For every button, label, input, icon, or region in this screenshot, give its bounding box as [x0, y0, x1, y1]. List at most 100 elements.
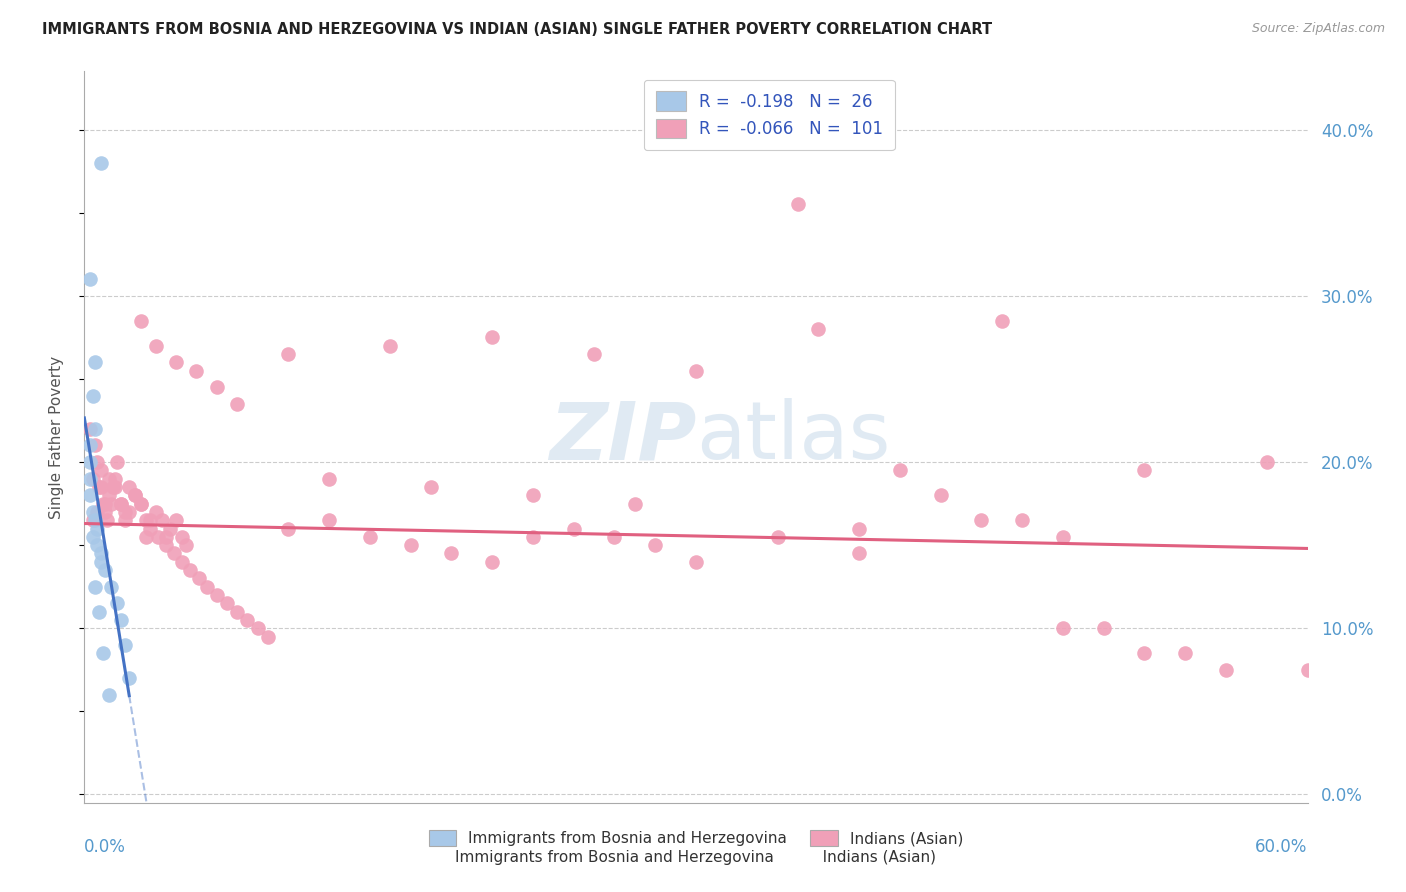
- Point: [155, 538, 177, 552]
- Point: [1174, 646, 1197, 660]
- Point: [93, 505, 115, 519]
- Point: [970, 513, 993, 527]
- Point: [522, 530, 544, 544]
- Point: [889, 463, 911, 477]
- Point: [114, 505, 136, 519]
- Point: [1052, 530, 1074, 544]
- Point: [205, 380, 228, 394]
- Point: [318, 472, 340, 486]
- Point: [90, 480, 112, 494]
- Point: [145, 338, 167, 352]
- Point: [481, 555, 503, 569]
- Point: [165, 355, 187, 369]
- Point: [440, 546, 463, 560]
- Point: [685, 363, 707, 377]
- Text: ZIP: ZIP: [548, 398, 696, 476]
- Point: [179, 563, 201, 577]
- Text: Source: ZipAtlas.com: Source: ZipAtlas.com: [1251, 22, 1385, 36]
- Point: [172, 530, 194, 544]
- Text: IMMIGRANTS FROM BOSNIA AND HERZEGOVINA VS INDIAN (ASIAN) SINGLE FATHER POVERTY C: IMMIGRANTS FROM BOSNIA AND HERZEGOVINA V…: [42, 22, 993, 37]
- Point: [104, 480, 127, 494]
- Point: [138, 513, 160, 527]
- Point: [991, 314, 1014, 328]
- Point: [79, 272, 101, 286]
- Text: 60.0%: 60.0%: [1256, 838, 1308, 856]
- Point: [124, 488, 146, 502]
- Point: [583, 347, 606, 361]
- Point: [257, 630, 280, 644]
- Point: [205, 588, 228, 602]
- Point: [114, 638, 136, 652]
- Text: atlas: atlas: [696, 398, 890, 476]
- Point: [82, 472, 104, 486]
- Point: [100, 580, 122, 594]
- Point: [79, 472, 101, 486]
- Point: [246, 621, 269, 635]
- Point: [624, 497, 647, 511]
- Point: [82, 388, 104, 402]
- Point: [131, 497, 153, 511]
- Point: [522, 488, 544, 502]
- Point: [165, 513, 187, 527]
- Point: [277, 521, 299, 535]
- Y-axis label: Single Father Poverty: Single Father Poverty: [49, 356, 63, 518]
- Point: [124, 488, 146, 502]
- Point: [90, 555, 112, 569]
- Point: [186, 363, 208, 377]
- Point: [138, 521, 160, 535]
- Point: [318, 513, 340, 527]
- Point: [79, 422, 101, 436]
- Point: [172, 555, 194, 569]
- Point: [146, 530, 169, 544]
- Point: [1296, 663, 1319, 677]
- Point: [277, 347, 299, 361]
- Point: [97, 688, 120, 702]
- Point: [104, 472, 127, 486]
- Point: [91, 497, 114, 511]
- Point: [82, 513, 104, 527]
- Point: [226, 605, 249, 619]
- Point: [1052, 621, 1074, 635]
- Point: [807, 322, 830, 336]
- Point: [97, 488, 120, 502]
- Point: [93, 563, 115, 577]
- Point: [187, 571, 209, 585]
- Point: [929, 488, 952, 502]
- Point: [1133, 646, 1156, 660]
- Point: [399, 538, 422, 552]
- Point: [93, 497, 115, 511]
- Point: [118, 671, 141, 685]
- Point: [114, 513, 136, 527]
- Point: [110, 497, 132, 511]
- Point: [118, 480, 141, 494]
- Point: [118, 505, 141, 519]
- Point: [226, 397, 249, 411]
- Point: [110, 497, 132, 511]
- Point: [82, 505, 104, 519]
- Point: [90, 463, 112, 477]
- Point: [848, 546, 870, 560]
- Point: [1011, 513, 1033, 527]
- Point: [155, 530, 177, 544]
- Point: [110, 613, 132, 627]
- Point: [83, 513, 105, 527]
- Point: [644, 538, 666, 552]
- Text: Immigrants from Bosnia and Herzegovina          Indians (Asian): Immigrants from Bosnia and Herzegovina I…: [456, 850, 936, 865]
- Point: [685, 555, 707, 569]
- Point: [1133, 463, 1156, 477]
- Point: [83, 422, 105, 436]
- Point: [848, 521, 870, 535]
- Point: [97, 472, 120, 486]
- Point: [86, 521, 108, 535]
- Text: 0.0%: 0.0%: [84, 838, 127, 856]
- Point: [603, 530, 626, 544]
- Point: [236, 613, 259, 627]
- Point: [195, 580, 218, 594]
- Point: [91, 646, 114, 660]
- Point: [1092, 621, 1115, 635]
- Point: [90, 155, 112, 169]
- Point: [359, 530, 381, 544]
- Point: [79, 438, 101, 452]
- Point: [83, 438, 105, 452]
- Point: [101, 480, 124, 494]
